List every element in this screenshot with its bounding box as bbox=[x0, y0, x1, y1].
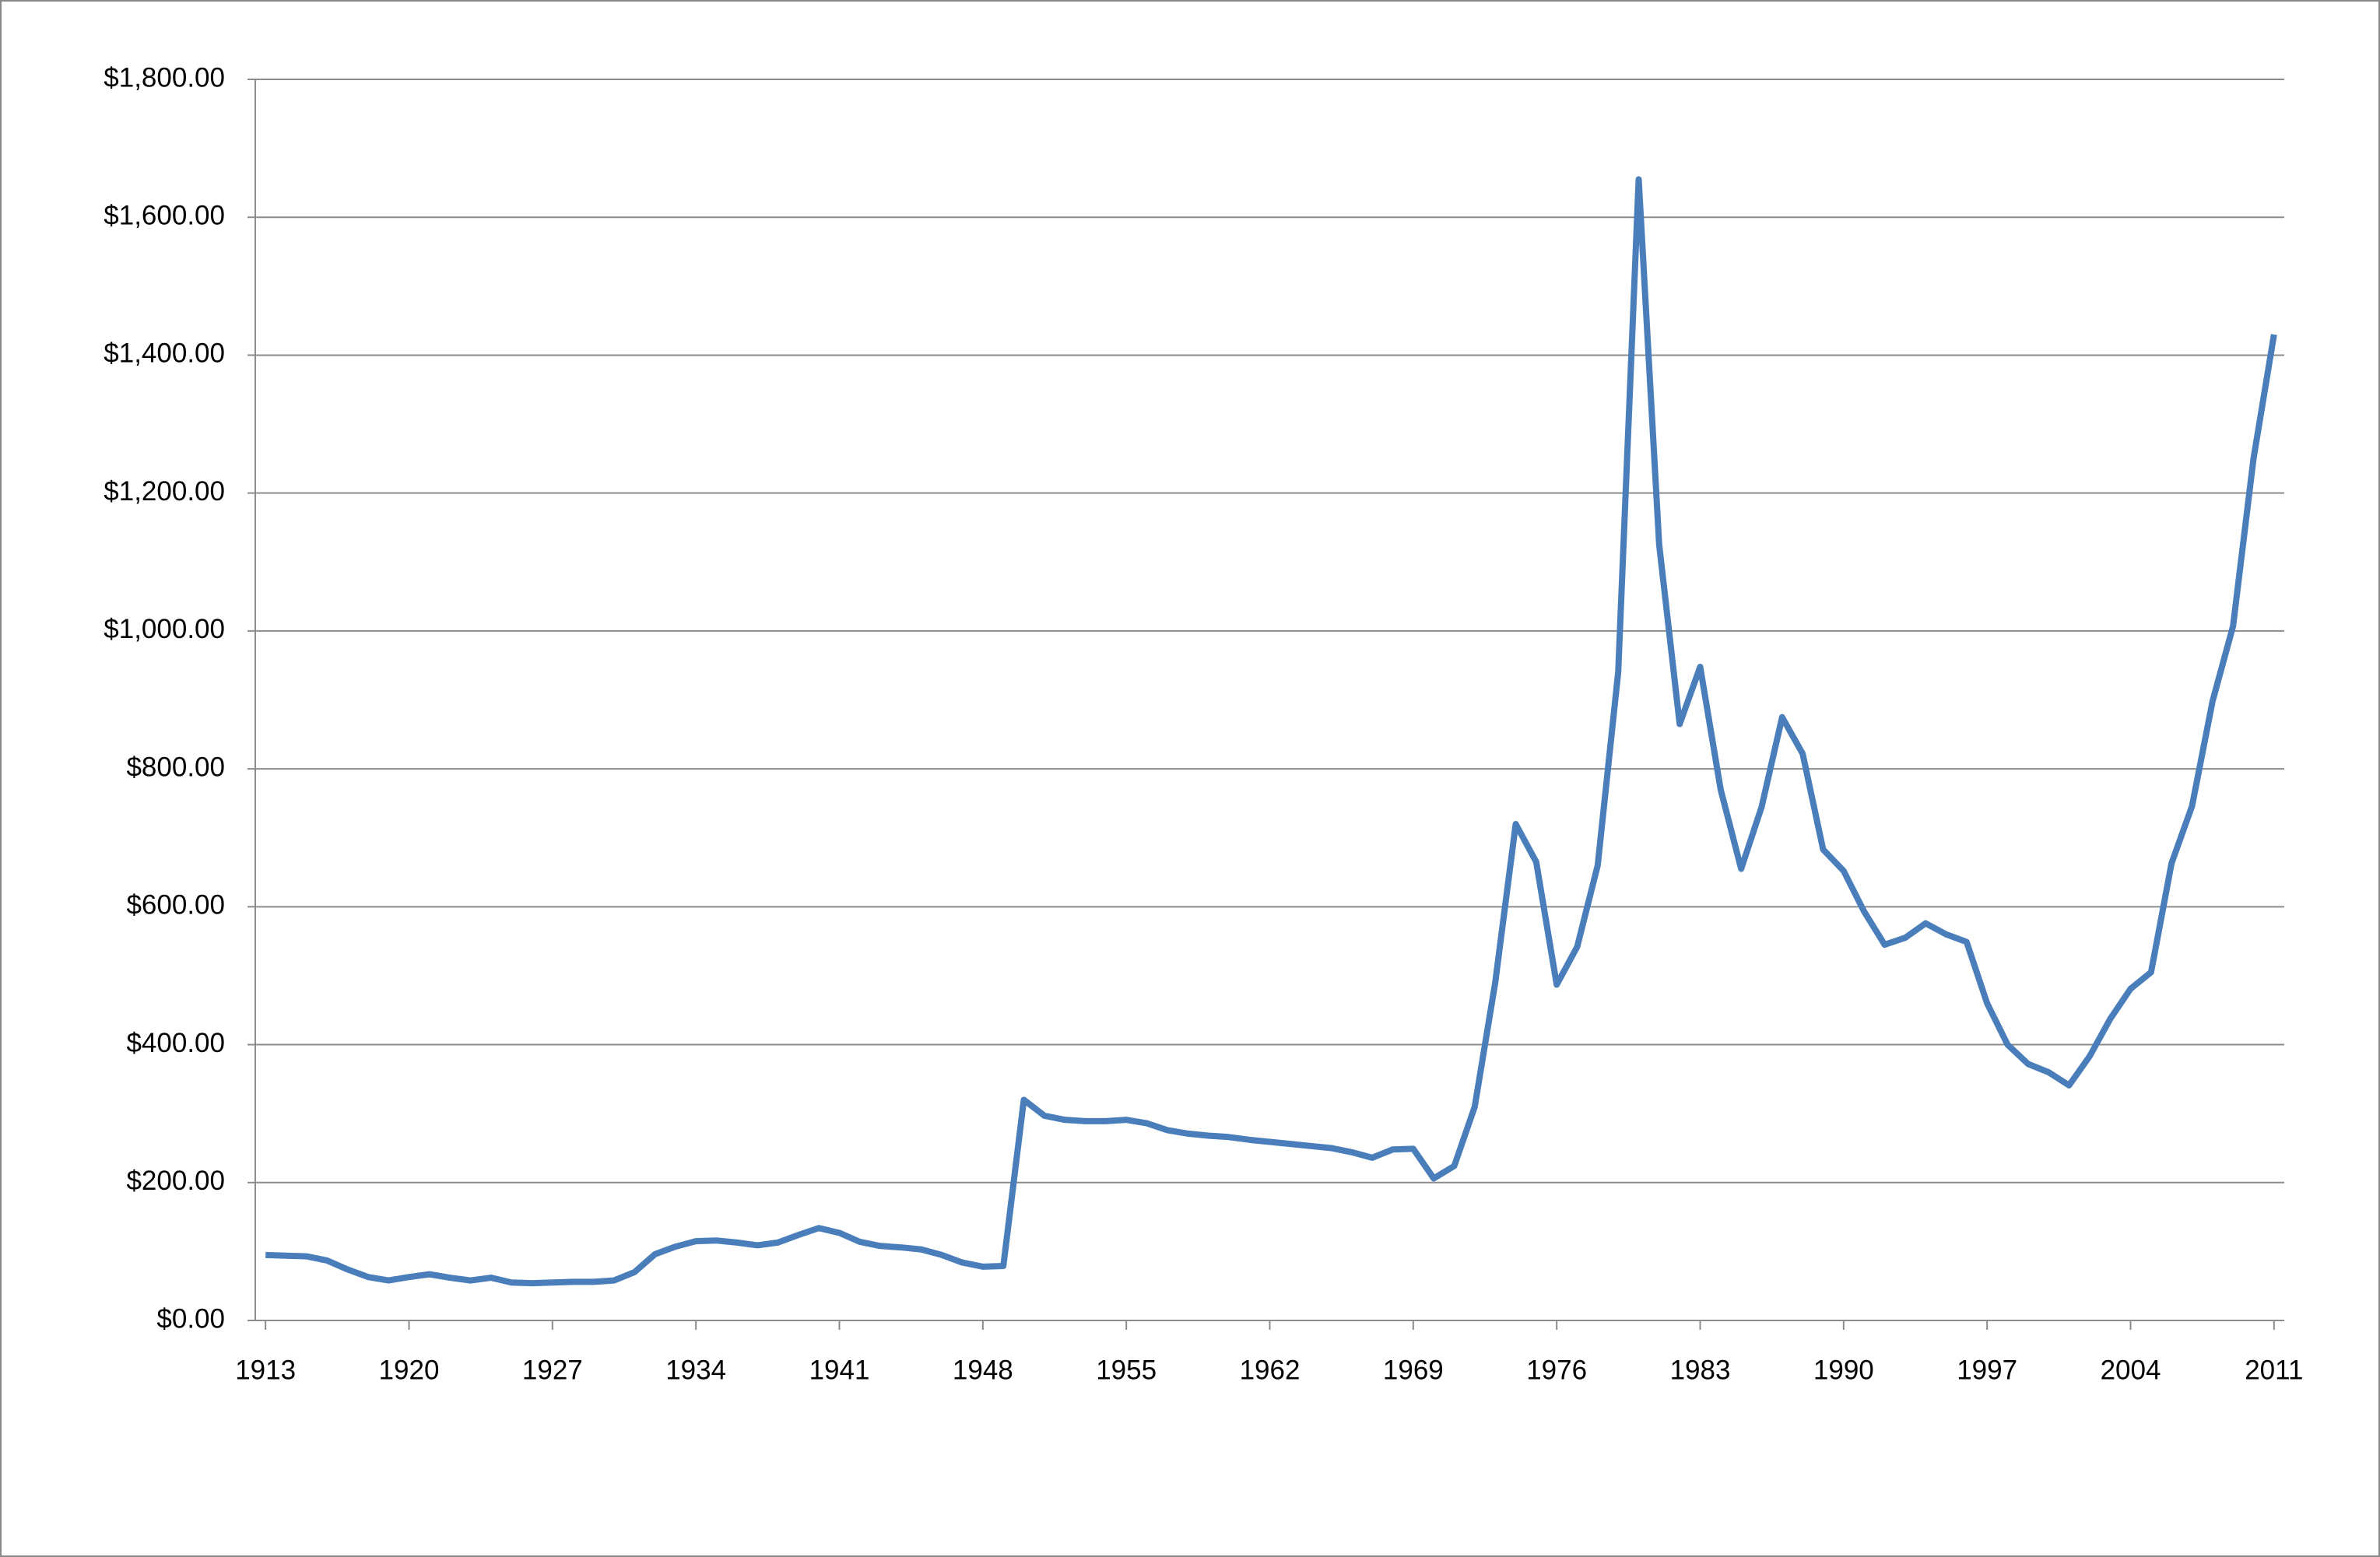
y-tick-label: $1,800.00 bbox=[104, 62, 225, 93]
x-tick-label: 1962 bbox=[1240, 1355, 1301, 1385]
y-tick-label: $1,600.00 bbox=[104, 200, 225, 230]
y-tick-label: $800.00 bbox=[126, 752, 225, 782]
x-tick-label: 2004 bbox=[2101, 1355, 2161, 1385]
y-tick-label: $1,200.00 bbox=[104, 476, 225, 507]
x-tick-label: 1927 bbox=[522, 1355, 583, 1385]
y-tick-label: $1,400.00 bbox=[104, 338, 225, 369]
x-tick-label: 1955 bbox=[1096, 1355, 1157, 1385]
x-tick-label: 1913 bbox=[235, 1355, 296, 1385]
line-series bbox=[265, 176, 2277, 1287]
x-tick-label: 1997 bbox=[1957, 1355, 2017, 1385]
y-tick-label: $0.00 bbox=[156, 1303, 225, 1334]
x-tick-label: 1941 bbox=[809, 1355, 870, 1385]
x-tick-label: 2011 bbox=[2245, 1355, 2303, 1385]
y-tick-label: $1,000.00 bbox=[104, 614, 225, 644]
x-tick-label: 1976 bbox=[1526, 1355, 1587, 1385]
x-tick-label: 1934 bbox=[665, 1355, 726, 1385]
y-tick-label: $200.00 bbox=[126, 1166, 225, 1196]
x-tick-label: 1990 bbox=[1813, 1355, 1874, 1385]
x-tick-label: 1948 bbox=[953, 1355, 1013, 1385]
x-tick-label: 1983 bbox=[1670, 1355, 1731, 1385]
y-tick-label: $400.00 bbox=[126, 1028, 225, 1058]
y-tick-label: $600.00 bbox=[126, 890, 225, 921]
x-tick-label: 1969 bbox=[1383, 1355, 1444, 1385]
x-tick-label: 1920 bbox=[379, 1355, 440, 1385]
